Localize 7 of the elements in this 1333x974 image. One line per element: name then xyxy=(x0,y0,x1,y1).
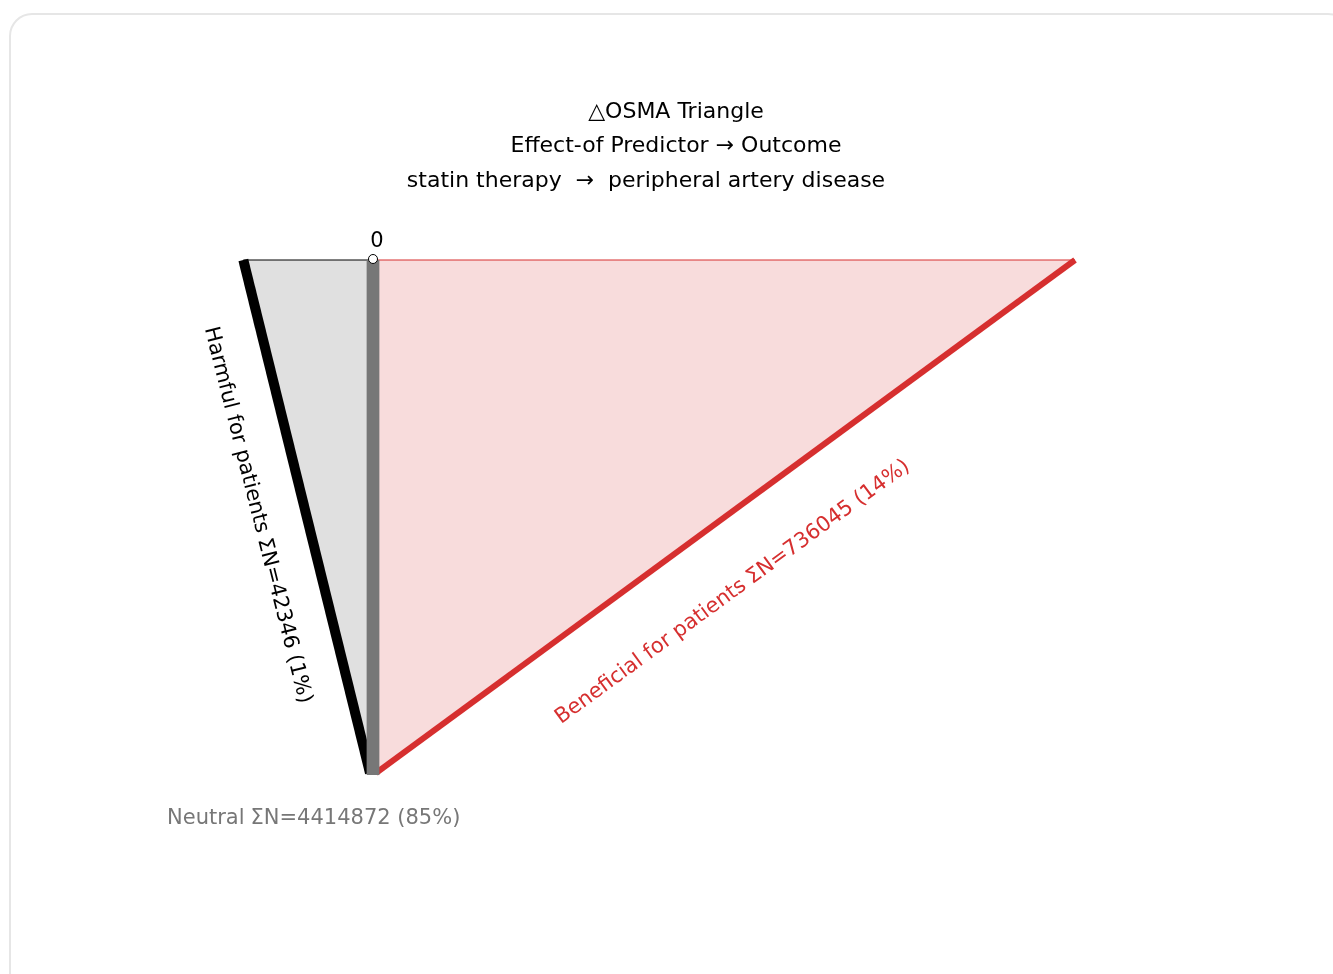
category-label: Harmful for patients xyxy=(199,323,276,536)
data-label: ΣN=4414872 (85%) xyxy=(250,805,461,829)
text: statin therapy → peripheral artery disease xyxy=(406,167,886,192)
text: Effect-of Predictor → Outcome xyxy=(510,132,842,157)
text: △OSMA Triangle xyxy=(588,98,764,123)
text: 0 xyxy=(370,228,384,252)
category-label: Neutral xyxy=(167,805,245,829)
